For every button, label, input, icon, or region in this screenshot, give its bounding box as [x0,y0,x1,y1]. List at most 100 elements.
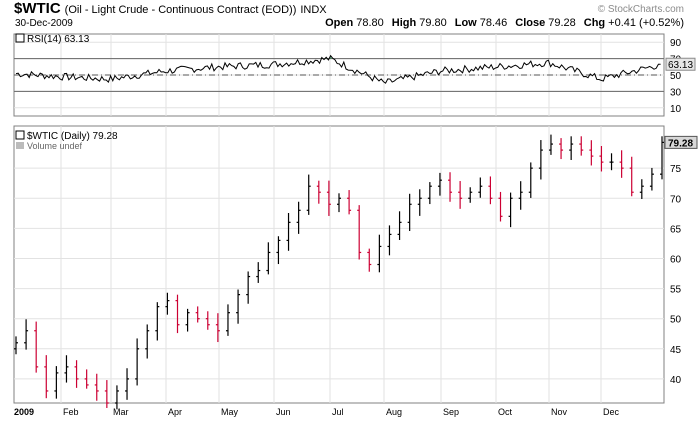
price-tick-label: 60 [670,254,682,265]
price-bar [54,366,59,399]
price-bar [74,360,79,388]
rsi-legend-label: RSI(14) 63.13 [27,34,90,45]
symbol-description: (Oil - Light Crude - Continuous Contract… [65,4,297,16]
price-bar [660,136,664,180]
x-axis-label: Jun [276,407,291,417]
price-bar [478,177,483,198]
rsi-value-tag [665,57,696,71]
rsi-tick-label: 30 [670,87,682,98]
price-bar [276,236,281,265]
volume-legend-swatch [16,142,24,149]
price-bar [225,304,230,336]
symbol-label: $WTIC [14,0,61,17]
x-axis-label: Aug [386,407,402,417]
price-bar [377,234,382,273]
price-bar [215,313,220,343]
price-bar [64,355,69,383]
price-bar [185,308,190,332]
price-value-label: 79.28 [668,138,693,149]
price-bar [175,294,180,334]
price-bar [236,289,241,324]
rsi-line [15,54,661,84]
price-tick-label: 45 [670,345,682,356]
price-frame [13,125,665,404]
ohlc-close-label: Close [515,17,545,29]
ohlc-open-label: Open [325,17,353,29]
price-tick-label: 40 [670,375,682,386]
ohlc-chg-label: Chg [584,17,605,29]
ohlc-summary: Open 78.80 High 79.80 Low 78.46 Close 79.28 Chg +… [325,17,684,29]
x-axis-label: Apr [168,407,182,417]
price-bar [508,192,513,228]
price-bar [458,181,463,209]
x-axis-label: Dec [603,407,620,417]
price-bar [205,311,210,330]
price-bar [256,262,261,283]
price-bar [649,167,654,191]
price-bar [569,136,574,161]
price-bar [437,172,442,196]
price-bar [34,321,39,373]
price-bar [114,385,119,410]
x-axis-label: Feb [63,407,79,417]
x-axis-label: Sep [443,407,459,417]
price-bar [367,248,372,272]
price-bar [548,134,553,155]
price-bar [145,324,150,359]
price-bar [296,201,301,234]
ohlc-low-value: 78.46 [480,17,508,29]
ohlc-close-value: 79.28 [548,17,576,29]
price-bar [165,292,170,315]
ohlc-high-value: 79.80 [419,17,447,29]
price-value-tag [664,135,698,149]
rsi-tick-label: 90 [670,38,682,49]
x-axis-label: May [221,407,239,417]
price-bar [518,181,523,210]
price-bar [84,369,89,389]
price-bar [387,225,392,256]
watermark: © StockCharts.com [598,4,684,15]
price-bar [337,193,341,213]
x-axis-label: Oct [498,407,513,417]
price-bar [538,140,543,180]
price-bar [619,150,624,178]
price-bar [357,205,362,260]
price-bar [589,140,594,166]
price-bar [629,156,634,197]
price-bar [306,174,311,215]
price-bar [246,271,251,304]
price-bar [579,136,584,156]
price-bar [639,179,644,200]
price-tick-label: 55 [670,285,682,296]
price-bar [94,373,99,401]
ohlc-open-value: 78.80 [356,17,384,29]
exchange-label: INDX [300,4,327,16]
price-tick-label: 65 [670,224,682,235]
chart-title: $WTIC (Oil - Light Crude - Continuous Con… [14,0,327,17]
price-bar [195,306,200,323]
ohlc-low-label: Low [455,17,477,29]
price-legend-swatch [15,130,25,140]
price-bar [347,190,352,215]
price-bar [155,302,160,341]
price-bar [286,213,291,251]
price-legend-label: $WTIC (Daily) 79.28 [27,131,118,142]
price-bar [417,189,422,216]
ohlc-high-label: High [392,17,417,29]
price-bar [498,191,503,222]
price-bar [326,180,331,216]
price-bar [397,211,402,241]
price-bar [427,182,432,205]
price-tick-label: 70 [670,194,682,205]
rsi-value-label: 63.13 [668,60,693,71]
rsi-legend: RSI(14) 63.13 [15,33,90,45]
price-bar [528,162,533,198]
price-bar [407,193,412,232]
price-bar [559,138,564,160]
price-bar [316,180,321,204]
chart-date: 30-Dec-2009 [15,18,73,29]
price-bar [135,338,140,386]
price-bar [24,319,29,350]
rsi-tick-label: 50 [670,71,682,82]
